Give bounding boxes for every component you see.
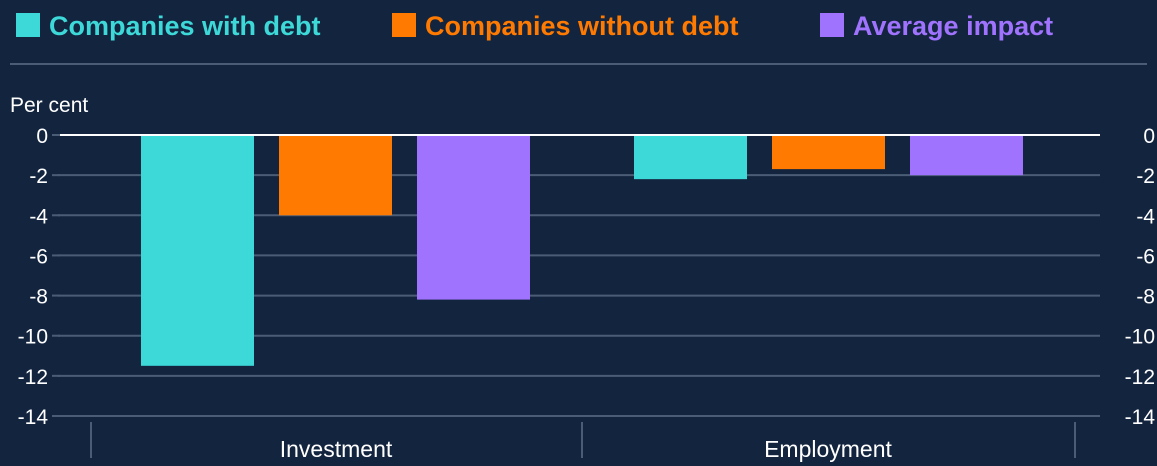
y-tick-label-left: -2 — [29, 165, 48, 188]
y-tick-label-right: -12 — [1125, 366, 1155, 389]
y-tick-label-right: -2 — [1136, 165, 1155, 188]
bars — [141, 135, 1023, 366]
y-tick-label-right: -4 — [1136, 205, 1155, 228]
legend-swatch-2 — [392, 13, 416, 37]
bar-investment-1 — [141, 135, 254, 366]
y-tick-label-left: 0 — [36, 125, 48, 148]
bar-investment-3 — [417, 135, 530, 300]
y-axis-left: 0 -2 -4 -6 -8 -10 -12 -14 — [18, 125, 60, 429]
x-category-label: Employment — [764, 436, 892, 462]
bar-employment-2 — [772, 135, 885, 170]
y-tick-label-left: -10 — [18, 326, 48, 349]
y-tick-label-right: -8 — [1136, 286, 1155, 309]
legend-swatch-3 — [820, 13, 844, 37]
bar-employment-1 — [634, 135, 747, 180]
y-tick-label-left: -14 — [18, 406, 49, 429]
y-tick-label-right: -10 — [1125, 326, 1155, 349]
legend-swatch-1 — [16, 13, 40, 37]
legend: Companies with debt Companies without deb… — [16, 11, 1053, 41]
y-tick-label-right: 0 — [1143, 125, 1155, 148]
legend-label-1: Companies with debt — [49, 11, 321, 41]
y-tick-label-left: -8 — [29, 286, 48, 309]
legend-label-3: Average impact — [853, 11, 1053, 41]
legend-label-2: Companies without debt — [425, 11, 739, 41]
y-tick-label-left: -6 — [29, 245, 48, 268]
x-category-label: Investment — [280, 436, 393, 462]
x-axis: Investment Employment — [90, 422, 1076, 462]
y-tick-label-left: -4 — [29, 205, 48, 228]
bar-employment-3 — [910, 135, 1023, 176]
y-tick-label-right: -14 — [1125, 406, 1156, 429]
y-tick-label-right: -6 — [1136, 245, 1155, 268]
bar-investment-2 — [279, 135, 392, 216]
y-tick-label-left: -12 — [18, 366, 48, 389]
y-axis-right: 0 -2 -4 -6 -8 -10 -12 -14 — [1125, 125, 1156, 429]
y-axis-label: Per cent — [10, 94, 88, 117]
